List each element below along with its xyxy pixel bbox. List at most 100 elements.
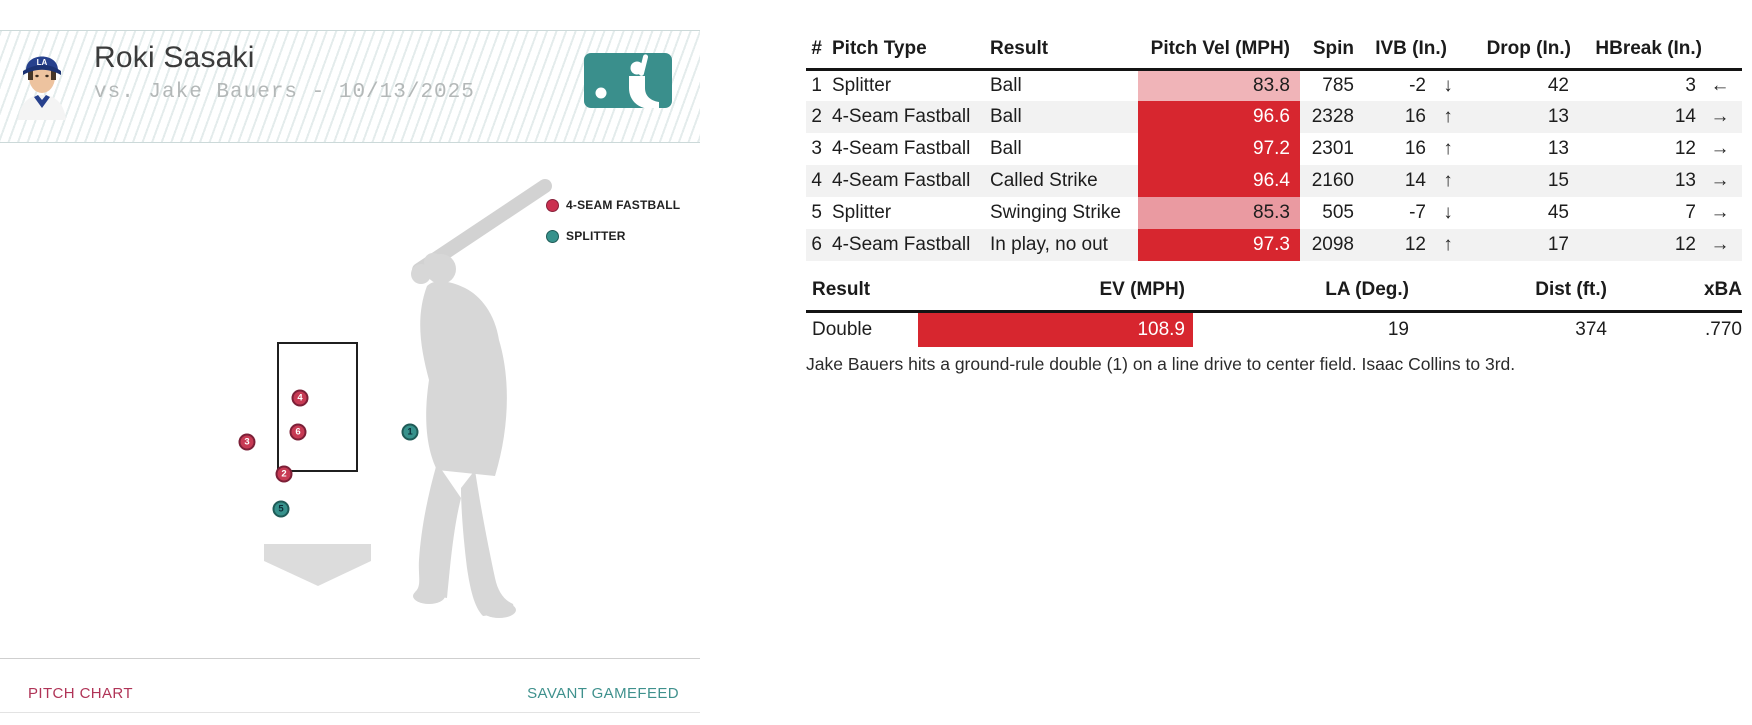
- pitch-spin: 785: [1322, 74, 1354, 96]
- pitch-ivb: -7: [1409, 202, 1426, 223]
- player-name: Roki Sasaki: [94, 41, 255, 74]
- play-description: Jake Bauers hits a ground-rule double (1…: [806, 354, 1516, 374]
- pitch-velocity: 96.6: [1138, 101, 1300, 133]
- footer-divider: [0, 658, 700, 659]
- pitch-hbreak: 3: [1685, 74, 1696, 96]
- pitch-chart-tab[interactable]: PITCH CHART: [28, 685, 133, 702]
- col-header-dist: Dist (ft.): [1411, 271, 1609, 313]
- pitch-hbreak: 14: [1674, 106, 1696, 127]
- expected-ba: .770: [1705, 318, 1742, 340]
- pitch-type: Splitter: [832, 74, 892, 96]
- pitch-marker-number: 1: [407, 426, 413, 438]
- pitch-row-4[interactable]: 4 4-Seam Fastball Called Strike 96.4 216…: [806, 165, 1743, 197]
- pitch-row-2[interactable]: 2 4-Seam Fastball Ball 96.6 2328 16 ↑ 13…: [806, 101, 1743, 133]
- pitch-hbreak: 12: [1674, 138, 1696, 159]
- pitch-marker-1[interactable]: 1: [401, 423, 419, 441]
- pitch-spin: 505: [1322, 202, 1354, 223]
- pitch-num: 5: [811, 202, 822, 223]
- down-arrow-icon: ↓: [1443, 202, 1453, 223]
- pitch-result: Swinging Strike: [990, 202, 1121, 223]
- pitch-marker-4[interactable]: 4: [291, 389, 309, 407]
- pitch-velocity: 97.2: [1138, 133, 1300, 165]
- pitch-marker-3[interactable]: 3: [238, 433, 256, 451]
- col-header-result: Result: [806, 271, 918, 313]
- up-arrow-icon: ↑: [1443, 106, 1453, 127]
- pitch-chart-card: LA Roki Sasaki vs. Jake Bauers - 10/13/2…: [0, 0, 700, 725]
- col-header-num: #: [806, 30, 822, 71]
- col-header-ivb: IVB (In.): [1356, 30, 1468, 71]
- right-arrow-icon: →: [1710, 138, 1730, 159]
- pitch-row-1[interactable]: 1 Splitter Ball 83.8 785 -2 ↓ 42 3 ←: [806, 69, 1742, 101]
- pitch-drop: 13: [1547, 106, 1569, 127]
- pitch-spin: 2160: [1311, 170, 1354, 191]
- card-bottom-border: [0, 712, 700, 713]
- pitch-num: 4: [811, 170, 822, 191]
- pitch-velocity: 85.3: [1138, 197, 1300, 229]
- pitch-marker-number: 2: [281, 468, 287, 480]
- pitch-velocity: 97.3: [1138, 229, 1300, 261]
- col-header-spin: Spin: [1300, 30, 1356, 71]
- left-arrow-icon: ←: [1710, 74, 1730, 96]
- home-plate: [264, 544, 371, 586]
- legend-item-fastball: 4-SEAM FASTBALL: [546, 198, 680, 212]
- pitch-drop: 17: [1547, 234, 1569, 255]
- right-arrow-icon: →: [1710, 106, 1730, 127]
- pitch-data-panel: # Pitch Type Result Pitch Vel (MPH) Spin…: [806, 30, 1743, 375]
- legend-label: 4-SEAM FASTBALL: [566, 198, 681, 212]
- pitch-hbreak: 13: [1674, 170, 1696, 191]
- right-arrow-icon: →: [1710, 202, 1730, 223]
- pitch-spin: 2301: [1311, 138, 1354, 159]
- col-header-type: Pitch Type: [822, 30, 990, 71]
- pitch-result: Ball: [990, 138, 1022, 159]
- pitch-velocity: 83.8: [1138, 69, 1300, 101]
- exit-velocity: 108.9: [918, 311, 1193, 347]
- down-arrow-icon: ↓: [1443, 74, 1453, 96]
- savant-gamefeed-link[interactable]: SAVANT GAMEFEED: [527, 685, 679, 702]
- pitch-ivb: 12: [1404, 234, 1426, 255]
- pitch-table-header-row: # Pitch Type Result Pitch Vel (MPH) Spin…: [806, 30, 1743, 71]
- pitch-ivb: 16: [1404, 106, 1426, 127]
- pitch-row-3[interactable]: 3 4-Seam Fastball Ball 97.2 2301 16 ↑ 13…: [806, 133, 1742, 165]
- pitch-spin: 2328: [1311, 106, 1354, 127]
- pitch-drop: 42: [1547, 74, 1569, 96]
- pitch-result: In play, no out: [990, 234, 1108, 255]
- pitch-marker-5[interactable]: 5: [272, 500, 290, 518]
- col-header-xba: xBA: [1609, 271, 1742, 313]
- pitch-type: 4-Seam Fastball: [832, 106, 971, 127]
- pitch-marker-number: 5: [278, 503, 284, 515]
- pitch-spin: 2098: [1311, 234, 1354, 255]
- pitch-row-6[interactable]: 6 4-Seam Fastball In play, no out 97.3 2…: [806, 229, 1743, 261]
- hit-distance: 374: [1575, 318, 1607, 340]
- pitch-row-5[interactable]: 5 Splitter Swinging Strike 85.3 505 -7 ↓…: [806, 197, 1742, 229]
- result-table-header-row: Result EV (MPH) LA (Deg.) Dist (ft.) xBA: [806, 271, 1742, 313]
- pitch-ivb: -2: [1409, 74, 1426, 96]
- pitch-drop: 13: [1547, 138, 1569, 159]
- col-header-drop: Drop (In.): [1468, 30, 1571, 71]
- batted-ball-table: Result EV (MPH) LA (Deg.) Dist (ft.) xBA…: [806, 271, 1742, 347]
- pitch-type-legend: 4-SEAM FASTBALL SPLITTER: [546, 198, 680, 260]
- pitch-ivb: 14: [1404, 170, 1426, 191]
- pitch-num: 1: [811, 74, 822, 96]
- up-arrow-icon: ↑: [1443, 170, 1453, 191]
- pitch-num: 2: [811, 106, 822, 127]
- col-header-la: LA (Deg.): [1193, 271, 1411, 313]
- pitch-marker-2[interactable]: 2: [275, 465, 293, 483]
- pitch-type: 4-Seam Fastball: [832, 170, 971, 191]
- pitch-drop: 45: [1547, 202, 1569, 223]
- pitch-num: 3: [811, 138, 822, 159]
- legend-item-splitter: SPLITTER: [546, 229, 680, 243]
- pitch-hbreak: 7: [1685, 202, 1696, 223]
- right-arrow-icon: →: [1710, 234, 1730, 255]
- pitch-marker-6[interactable]: 6: [289, 423, 307, 441]
- pitch-marker-number: 6: [295, 426, 301, 438]
- pitch-result: Ball: [990, 106, 1022, 127]
- batted-ball-row[interactable]: Double 108.9 19 374 .770: [806, 311, 1742, 347]
- matchup-header: LA Roki Sasaki vs. Jake Bauers - 10/13/2…: [0, 30, 700, 143]
- hit-result: Double: [812, 318, 873, 340]
- legend-label: SPLITTER: [566, 229, 626, 243]
- fastball-dot-icon: [546, 198, 559, 212]
- pitch-hbreak: 12: [1674, 234, 1696, 255]
- pitch-marker-number: 4: [297, 392, 303, 404]
- strike-zone-box: [277, 342, 358, 472]
